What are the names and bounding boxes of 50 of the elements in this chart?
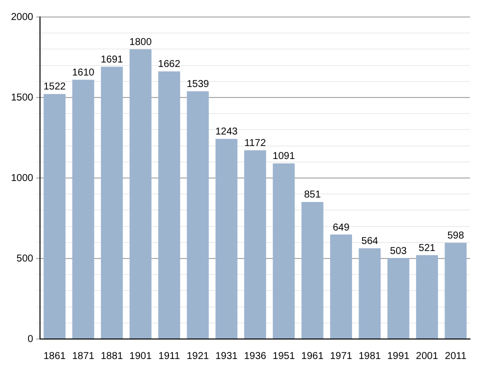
x-tick-label: 1921	[186, 350, 210, 362]
x-tick-label: 1936	[244, 350, 267, 362]
x-tick-label: 2011	[444, 350, 467, 362]
x-tick-label: 1861	[43, 350, 66, 362]
bar	[100, 66, 123, 338]
bar	[272, 163, 295, 338]
bar	[444, 242, 467, 338]
x-tick-label: 1951	[272, 350, 296, 362]
x-tick-label: 1971	[330, 350, 353, 362]
data-label: 1243	[215, 126, 238, 138]
y-tick-label: 0	[28, 334, 34, 345]
data-label: 1522	[43, 82, 66, 93]
bar	[244, 150, 266, 338]
bar	[186, 91, 209, 338]
bar	[44, 94, 66, 338]
bar	[358, 248, 381, 338]
data-label: 564	[361, 236, 379, 247]
bar	[72, 80, 94, 338]
bar	[416, 255, 438, 338]
x-tick-label: 1961	[301, 350, 324, 362]
data-label: 503	[390, 246, 408, 257]
x-tick-label: 2001	[416, 350, 439, 362]
x-tick-label: 1931	[215, 350, 238, 362]
x-tick-label: 1881	[100, 350, 124, 362]
data-label: 649	[332, 222, 350, 234]
data-label: 1172	[244, 138, 266, 150]
bar	[216, 138, 238, 338]
y-tick-label: 1500	[10, 92, 34, 104]
data-label: 1691	[100, 54, 124, 66]
bar	[330, 234, 352, 338]
x-tick-label: 1901	[129, 350, 152, 362]
data-label: 1539	[186, 78, 210, 90]
x-tick-label: 1911	[158, 350, 180, 362]
x-tick-label: 1991	[387, 350, 410, 362]
y-tick-label: 2000	[10, 12, 34, 23]
data-label: 598	[447, 230, 464, 242]
bar	[301, 202, 324, 338]
data-label: 521	[418, 242, 436, 254]
x-tick-label: 1981	[358, 350, 382, 362]
bar	[158, 71, 180, 338]
data-label: 851	[304, 190, 322, 201]
bar	[130, 49, 152, 338]
data-label: 1800	[129, 36, 152, 48]
y-tick-label: 1000	[10, 172, 34, 184]
x-tick-label: 1871	[72, 350, 95, 362]
y-tick-label: 500	[16, 253, 34, 264]
data-label: 1091	[272, 151, 296, 162]
data-label: 1610	[72, 68, 95, 79]
bar	[387, 258, 410, 338]
data-label: 1662	[158, 59, 181, 70]
